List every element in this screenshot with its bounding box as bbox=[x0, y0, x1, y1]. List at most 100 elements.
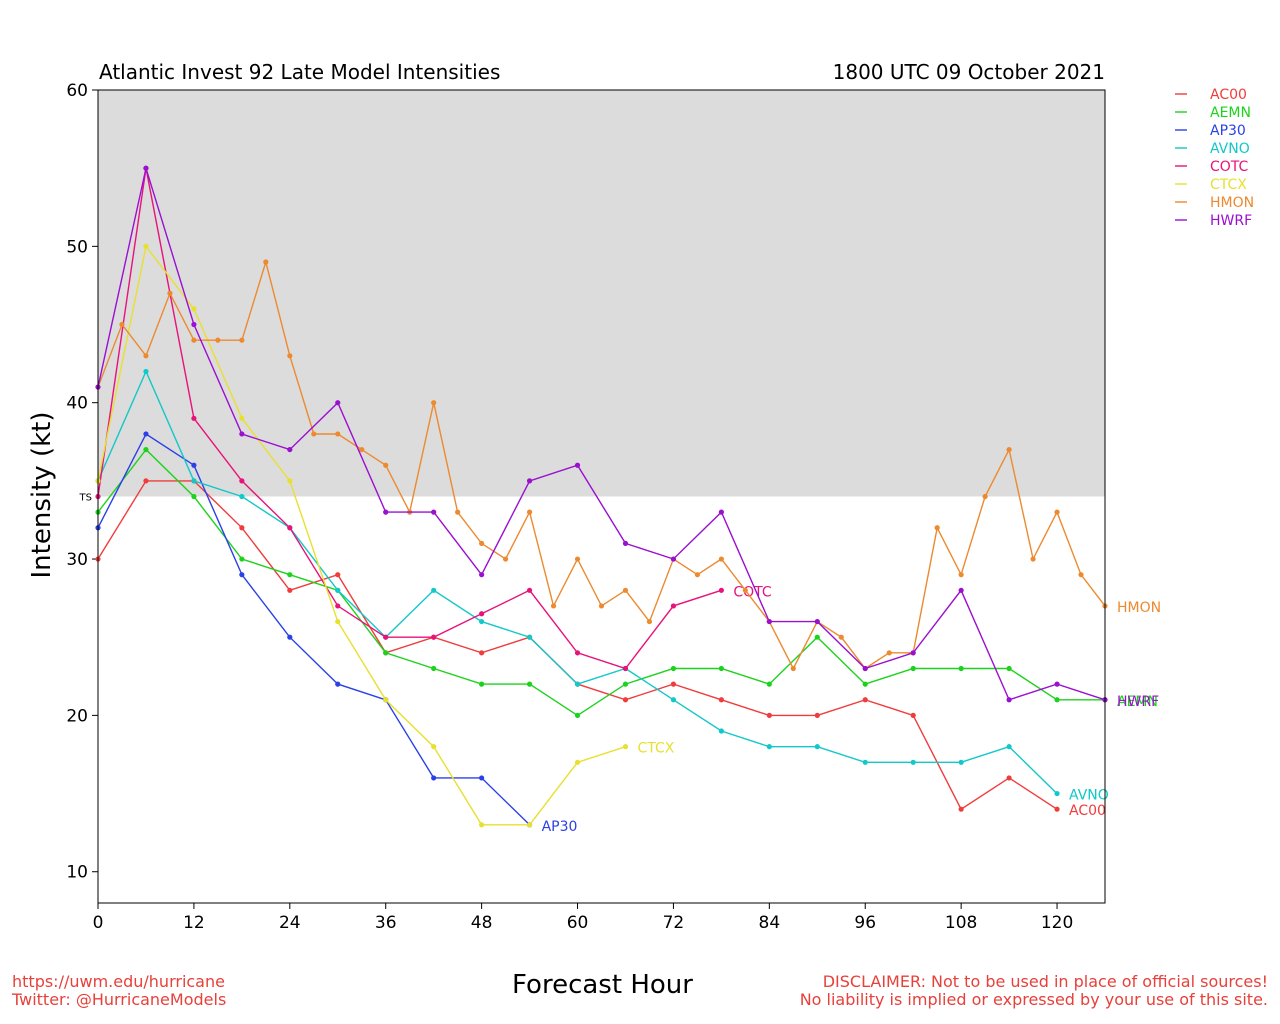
data-point-ac00 bbox=[862, 697, 868, 703]
disclaimer-line-1: DISCLAIMER: Not to be used in place of o… bbox=[822, 972, 1268, 991]
data-point-hwrf bbox=[239, 431, 245, 437]
data-point-aemn bbox=[670, 665, 677, 672]
data-point-hmon bbox=[694, 572, 701, 578]
footer-twitter[interactable]: Twitter: @HurricaneModels bbox=[12, 990, 227, 1009]
data-point-hmon bbox=[335, 431, 341, 437]
data-point-hmon bbox=[574, 556, 581, 562]
data-point-avno bbox=[958, 759, 964, 765]
data-point-ac00 bbox=[1054, 806, 1060, 812]
data-point-cotc bbox=[574, 650, 581, 656]
data-point-ctcx bbox=[239, 415, 245, 421]
data-point-ap30 bbox=[431, 775, 437, 781]
data-point-cotc bbox=[335, 603, 341, 609]
data-point-hmon bbox=[263, 259, 269, 265]
data-point-ctcx bbox=[143, 243, 149, 249]
x-tick-label: 72 bbox=[663, 913, 685, 933]
data-point-aemn bbox=[622, 681, 629, 687]
legend-label-cotc: COTC bbox=[1210, 159, 1249, 175]
data-point-aemn bbox=[479, 681, 485, 687]
data-point-hwrf bbox=[958, 587, 964, 593]
axes: 10 20 30 40 50 60 TS 0 12 24 36 48 60 72 84 96 108 120 bbox=[66, 81, 1073, 933]
data-point-hwrf bbox=[431, 509, 437, 515]
footer-left: https://uwm.edu/hurricane Twitter: @Hurr… bbox=[12, 973, 226, 1009]
x-tick-label: 108 bbox=[945, 913, 977, 933]
series-hmon: HMON bbox=[95, 259, 1161, 672]
data-point-hmon bbox=[119, 321, 125, 328]
data-point-ac00 bbox=[958, 806, 964, 812]
data-point-ap30 bbox=[143, 431, 149, 437]
data-point-hwrf bbox=[1006, 697, 1012, 703]
data-point-avno bbox=[1006, 744, 1012, 750]
data-point-avno bbox=[143, 368, 149, 375]
data-point-avno bbox=[574, 681, 581, 687]
data-point-hmon bbox=[167, 290, 173, 296]
y-tick-label: 30 bbox=[66, 550, 88, 570]
data-point-ap30 bbox=[239, 572, 245, 578]
disclaimer-line-2: No liability is implied or expressed by … bbox=[799, 990, 1268, 1009]
data-point-hmon bbox=[287, 353, 293, 359]
data-point-hmon bbox=[143, 353, 149, 359]
data-point-aemn bbox=[910, 665, 916, 672]
data-point-ac00 bbox=[143, 478, 149, 484]
data-point-ac00 bbox=[479, 650, 485, 656]
chart-title: Atlantic Invest 92 Late Model Intensitie… bbox=[99, 60, 500, 84]
data-point-hwrf bbox=[1054, 681, 1060, 687]
data-point-hwrf bbox=[479, 572, 485, 578]
data-point-avno bbox=[718, 728, 724, 734]
data-point-hwrf bbox=[670, 556, 677, 562]
data-point-avno bbox=[479, 618, 485, 625]
x-tick-label: 84 bbox=[759, 913, 781, 933]
legend-label-hwrf: HWRF bbox=[1210, 213, 1252, 229]
end-label-hwrf: HWRF bbox=[1117, 694, 1159, 710]
data-point-ctcx bbox=[191, 306, 197, 312]
data-point-cotc bbox=[239, 478, 245, 484]
data-point-ac00 bbox=[814, 712, 820, 718]
data-point-ap30 bbox=[287, 634, 293, 640]
end-label-hmon: HMON bbox=[1117, 600, 1161, 616]
data-point-hwrf bbox=[574, 462, 581, 468]
data-point-hwrf bbox=[622, 540, 629, 547]
legend-label-ac00: AC00 bbox=[1210, 87, 1247, 103]
chart-subtitle: 1800 UTC 09 October 2021 bbox=[833, 60, 1105, 84]
data-point-hwrf bbox=[526, 478, 533, 484]
data-point-hmon bbox=[550, 603, 557, 609]
series-line-hwrf bbox=[97, 165, 1106, 701]
data-point-hmon bbox=[311, 431, 317, 437]
legend-label-aemn: AEMN bbox=[1210, 105, 1251, 121]
series-line-aemn bbox=[97, 448, 1105, 717]
end-label-cotc: COTC bbox=[733, 584, 772, 600]
data-point-hwrf bbox=[287, 446, 293, 453]
data-point-aemn bbox=[814, 634, 820, 640]
data-point-ac00 bbox=[287, 587, 293, 593]
data-point-aemn bbox=[1006, 665, 1012, 672]
data-point-hmon bbox=[431, 400, 437, 406]
data-point-cotc bbox=[431, 634, 437, 640]
data-point-avno bbox=[670, 697, 677, 703]
data-point-ac00 bbox=[1006, 775, 1012, 781]
data-point-hwrf bbox=[718, 509, 724, 515]
end-label-avno: AVNO bbox=[1069, 788, 1109, 804]
data-point-ctcx bbox=[574, 759, 581, 765]
data-point-hmon bbox=[383, 462, 389, 468]
series-line-ap30 bbox=[97, 432, 531, 826]
data-point-hmon bbox=[718, 556, 724, 562]
y-tick-label: 60 bbox=[66, 81, 88, 101]
data-point-avno bbox=[335, 587, 341, 593]
data-point-hwrf bbox=[335, 400, 341, 406]
end-label-ap30: AP30 bbox=[542, 819, 578, 835]
data-point-cotc bbox=[718, 587, 724, 593]
series-layer: AC00 AEMN AP30 AVNO COTC CTCX HMON HWRF bbox=[95, 165, 1161, 835]
y-tick-label: 40 bbox=[66, 394, 88, 414]
end-label-aemn: AEMN bbox=[1117, 694, 1158, 710]
data-point-hmon bbox=[239, 337, 245, 343]
data-point-hmon bbox=[838, 634, 844, 640]
end-label-ctcx: CTCX bbox=[637, 741, 674, 757]
footer-url[interactable]: https://uwm.edu/hurricane bbox=[12, 972, 225, 991]
data-point-hmon bbox=[359, 446, 365, 453]
data-point-aemn bbox=[766, 681, 772, 687]
data-point-hwrf bbox=[383, 509, 389, 515]
data-point-cotc bbox=[287, 525, 293, 531]
data-point-hmon bbox=[1006, 446, 1012, 453]
data-point-hwrf bbox=[814, 618, 820, 625]
